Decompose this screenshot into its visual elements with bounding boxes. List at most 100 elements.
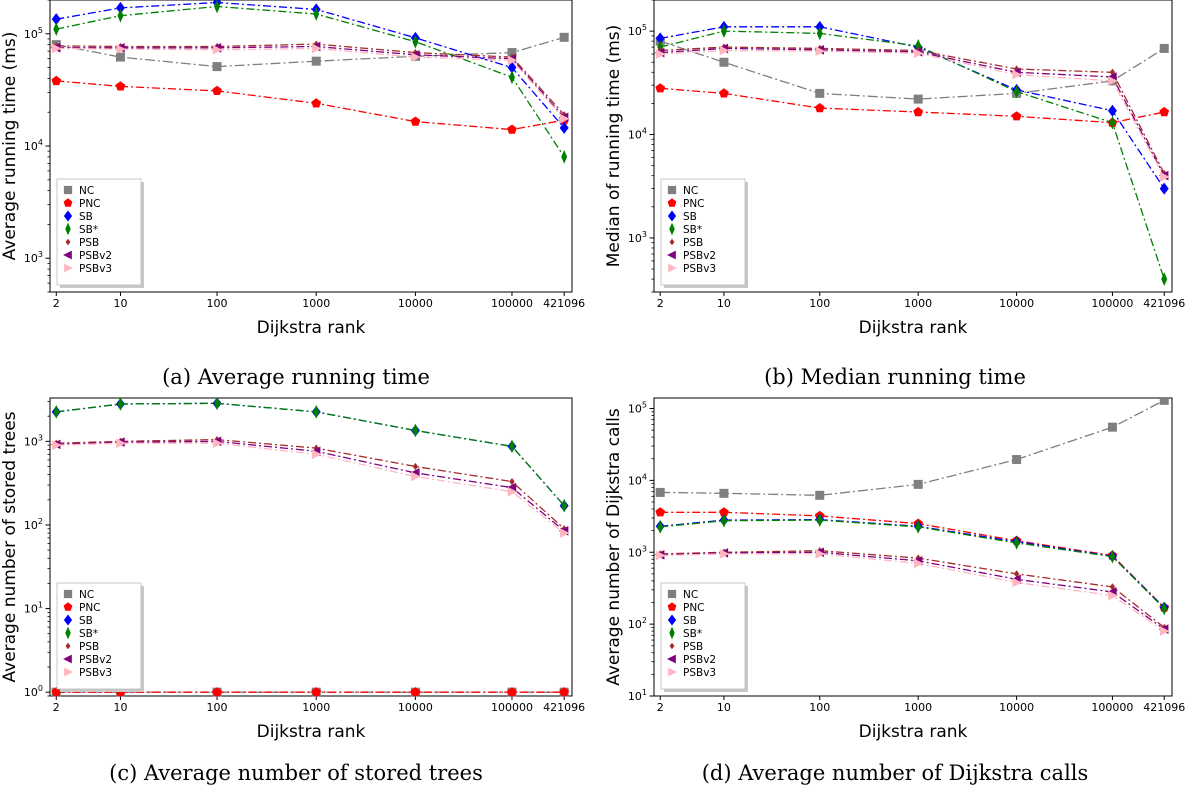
x-tick-label-a: 10: [113, 297, 127, 310]
data-point-nc: [913, 94, 923, 104]
legend-item-sb: SB: [667, 614, 697, 627]
legend-marker-psbv3: [64, 667, 73, 677]
data-point-sb-star: [412, 423, 419, 438]
x-tick-label-d: 100: [809, 701, 830, 714]
legend-marker-sb: [63, 614, 73, 626]
x-tick-label-b: 2: [657, 297, 664, 310]
x-tick-label-c: 10000: [398, 701, 433, 714]
data-point-pnc: [311, 687, 322, 697]
legend-label: PSBv3: [683, 263, 716, 275]
y-tick-exponent: 4: [642, 472, 647, 481]
legend-item-pnc: PNC: [667, 602, 705, 614]
y-tick-base: 10: [24, 435, 38, 448]
legend-marker-psb: [669, 238, 675, 246]
data-point-psbv3: [1160, 626, 1170, 636]
data-point-pnc: [1159, 106, 1170, 117]
legend-item-sb: SB: [667, 210, 697, 223]
y-axis-title-d: Average number of Dijkstra calls: [604, 408, 624, 686]
y-tick-label-d: 103: [628, 544, 647, 559]
x-tick-label-d: 1000: [904, 701, 932, 714]
data-point-psbv3: [507, 486, 518, 497]
data-point-sb: [115, 1, 125, 14]
x-tick-label-b: 10: [717, 297, 731, 310]
legend-item-psbv3: PSBv3: [668, 667, 716, 679]
series-sb-star-c: [53, 398, 568, 513]
x-tick-label-a: 10000: [398, 297, 433, 310]
x-tick-label-a: 421096: [543, 297, 585, 310]
data-point-psb: [1013, 570, 1020, 578]
legend-item-nc: NC: [667, 589, 698, 601]
data-point-psbv3: [212, 44, 223, 55]
data-point-pnc: [212, 687, 222, 697]
y-tick-exponent: 5: [642, 23, 647, 32]
legend-item-nc: NC: [667, 185, 698, 197]
legend-item-sb: SB: [63, 210, 93, 223]
legend-label: SB: [683, 615, 697, 627]
y-tick-base: 10: [24, 140, 38, 153]
series-line-psbv3: [56, 442, 565, 534]
data-point-sb-star: [720, 513, 727, 528]
x-tick-label-c: 421096: [543, 701, 585, 714]
legend-marker-sb: [63, 210, 73, 222]
y-tick-exponent: 2: [38, 517, 43, 526]
data-point-nc: [719, 488, 729, 498]
y-axis-title-c: Average number of stored trees: [0, 411, 20, 682]
legend-item-psb: PSB: [65, 237, 99, 249]
x-axis-title-d: Dijkstra rank: [859, 722, 968, 742]
series-nc-b: [655, 36, 1169, 104]
data-point-psbv3: [1012, 577, 1022, 588]
plot-frame-b: [653, 0, 1173, 293]
data-point-sb-star: [313, 405, 320, 419]
y-tick-label-b: 104: [628, 127, 647, 142]
data-point-pnc: [212, 85, 222, 95]
legend-item-psbv3: PSBv3: [64, 263, 112, 275]
data-point-sb-star: [561, 149, 568, 164]
data-point-psbv3: [719, 45, 730, 56]
legend-label: NC: [683, 589, 698, 601]
legend-marker-pnc: [63, 198, 73, 207]
data-point-psbv3: [1108, 76, 1118, 86]
legend-marker-sb: [667, 614, 677, 626]
legend-item-pnc: PNC: [667, 198, 705, 210]
y-tick-label-b: 105: [628, 23, 647, 38]
data-point-nc: [1107, 422, 1117, 432]
y-tick-exponent: 3: [642, 230, 647, 239]
x-tick-label-c: 100: [207, 701, 228, 714]
legend-marker-psbv3: [64, 263, 73, 273]
data-point-psbv3: [559, 113, 570, 124]
data-point-pnc: [913, 106, 923, 117]
series-pnc-b: [655, 83, 1170, 127]
data-point-pnc: [719, 88, 729, 98]
x-axis-title-b: Dijkstra rank: [859, 318, 968, 338]
data-point-sb-star: [214, 398, 221, 411]
x-tick-label-b: 421096: [1143, 297, 1185, 310]
data-point-sb-star: [1161, 601, 1168, 616]
data-point-pnc: [559, 687, 569, 697]
legend-item-psbv2: PSBv2: [667, 654, 716, 666]
x-tick-label-c: 1000: [302, 701, 330, 714]
data-point-psbv3: [411, 471, 421, 482]
legend-marker-psbv3: [668, 263, 677, 273]
data-point-sb: [51, 13, 61, 26]
series-sb-star-d: [657, 513, 1168, 616]
series-psbv3-a: [52, 43, 570, 124]
y-tick-exponent: 5: [38, 26, 43, 35]
legend-item-psbv3: PSBv3: [64, 667, 112, 679]
data-point-nc: [815, 88, 825, 98]
y-tick-exponent: 3: [642, 544, 647, 553]
series-line-sb: [56, 1, 565, 129]
legend-item-sb: SB: [63, 614, 93, 627]
legend-item-psb: PSB: [669, 641, 703, 653]
legend-label: PSBv2: [79, 250, 112, 262]
legend-item-psb: PSB: [65, 641, 99, 653]
legend-marker-nc: [667, 589, 677, 599]
y-tick-label-d: 105: [628, 401, 647, 416]
data-point-nc: [311, 56, 321, 66]
legend-item-sb-star: SB*: [669, 626, 702, 640]
data-point-sb: [1107, 104, 1117, 117]
legend-label: NC: [683, 185, 698, 197]
